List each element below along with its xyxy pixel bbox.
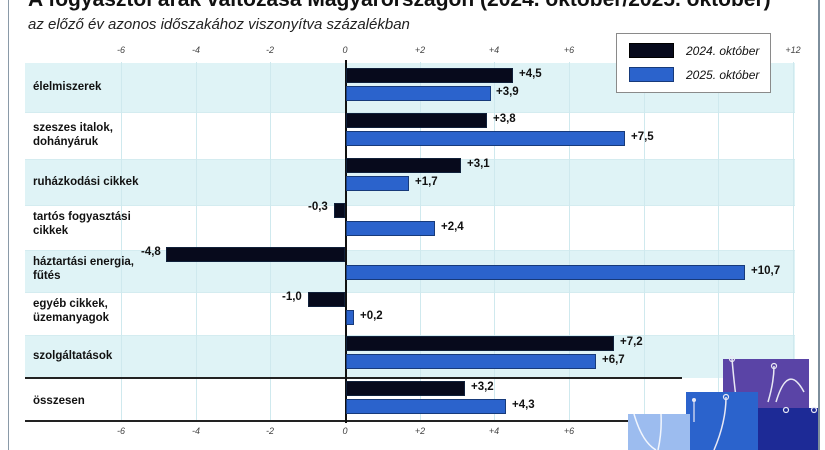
row-divider [25,250,795,251]
bar-value-label: +4,5 [519,68,542,80]
x-tick-label: -4 [191,45,201,55]
legend-swatch-2024 [629,43,674,58]
bar-2025[interactable] [346,86,491,101]
bar-value-label: +7,5 [631,131,654,143]
x-tick-label: 0 [342,426,348,436]
bar-2024[interactable] [166,247,345,262]
chart-subtitle: az előző év azonos időszakához viszonyít… [28,16,410,33]
category-label: egyéb cikkek, üzemanyagok [33,298,110,324]
x-tick-label: +6 [563,426,575,436]
row-divider [25,292,795,293]
bar-value-label: -1,0 [282,291,302,303]
zero-axis-line [345,60,347,423]
category-label: élelmiszerek [33,81,102,93]
frame-left-border [8,0,9,450]
bar-value-label: +6,7 [602,354,625,366]
gridline [270,62,271,422]
frame-right-border [818,0,820,450]
bar-value-label: +1,7 [415,176,438,188]
bar-value-label: +0,2 [360,310,383,322]
x-tick-label: -6 [116,426,126,436]
row-divider [25,205,795,206]
x-tick-label: +6 [563,45,575,55]
gridline [718,62,719,422]
total-separator-bottom [25,420,632,422]
bar-2025[interactable] [346,176,409,191]
gridline [569,62,570,422]
x-tick-label: +12 [785,45,801,55]
row-band-6 [25,292,795,335]
gridline [420,62,421,422]
bar-value-label: +3,8 [493,113,516,125]
x-tick-label: -2 [265,45,275,55]
category-label: ruházkodási cikkek [33,176,139,188]
x-tick-label: +4 [488,426,500,436]
category-label: szolgáltatások [33,350,113,362]
bar-value-label: +4,3 [512,399,535,411]
shopping-bags-icon [628,355,818,450]
bar-2025[interactable] [346,399,506,414]
bar-value-label: +3,1 [467,158,490,170]
category-label: összesen [33,395,85,407]
bar-value-label: -0,3 [308,201,328,213]
legend-label: 2024. október [686,43,760,58]
x-tick-label: +2 [414,45,426,55]
bar-2024[interactable] [346,381,465,396]
bar-2024[interactable] [334,203,345,218]
gridline [494,62,495,422]
bar-value-label: -4,8 [141,246,161,258]
x-tick-label: 0 [342,45,348,55]
bar-2025[interactable] [346,221,435,236]
bar-2025[interactable] [346,131,625,146]
category-label: háztartási energia, fűtés [33,256,134,282]
row-divider [25,335,795,336]
bar-value-label: +10,7 [751,265,781,277]
bar-2025[interactable] [346,265,745,280]
total-separator-top [25,377,682,379]
bar-2024[interactable] [308,292,345,307]
chart-title: A fogyasztói árak változása Magyarország… [28,0,771,12]
legend-swatch-2025 [629,67,674,82]
gridline [644,62,645,422]
bar-2024[interactable] [346,113,487,128]
bar-value-label: +2,4 [441,221,464,233]
gridline [793,62,794,422]
bar-value-label: +7,2 [620,336,643,348]
bar-2024[interactable] [346,68,513,83]
chart-legend: 2024. október 2025. október [616,33,771,93]
x-tick-label: -2 [265,426,275,436]
x-tick-label: +2 [414,426,426,436]
legend-item-2024[interactable]: 2024. október [629,43,759,58]
x-tick-label: +4 [488,45,500,55]
x-tick-label: -6 [116,45,126,55]
legend-item-2025[interactable]: 2025. október [629,67,759,82]
gridline [121,62,122,422]
legend-label: 2025. október [686,67,760,82]
bar-2025[interactable] [346,354,596,369]
category-label: szeszes italok, dohányáruk [33,122,113,148]
gridline [196,62,197,422]
bar-value-label: +3,9 [496,86,519,98]
bar-2025[interactable] [346,310,354,325]
bar-2024[interactable] [346,336,614,351]
x-tick-label: -4 [191,426,201,436]
row-divider [25,112,795,113]
bar-value-label: +3,2 [471,381,494,393]
bar-2024[interactable] [346,158,461,173]
category-label: tartós fogyasztási cikkek [33,211,131,237]
